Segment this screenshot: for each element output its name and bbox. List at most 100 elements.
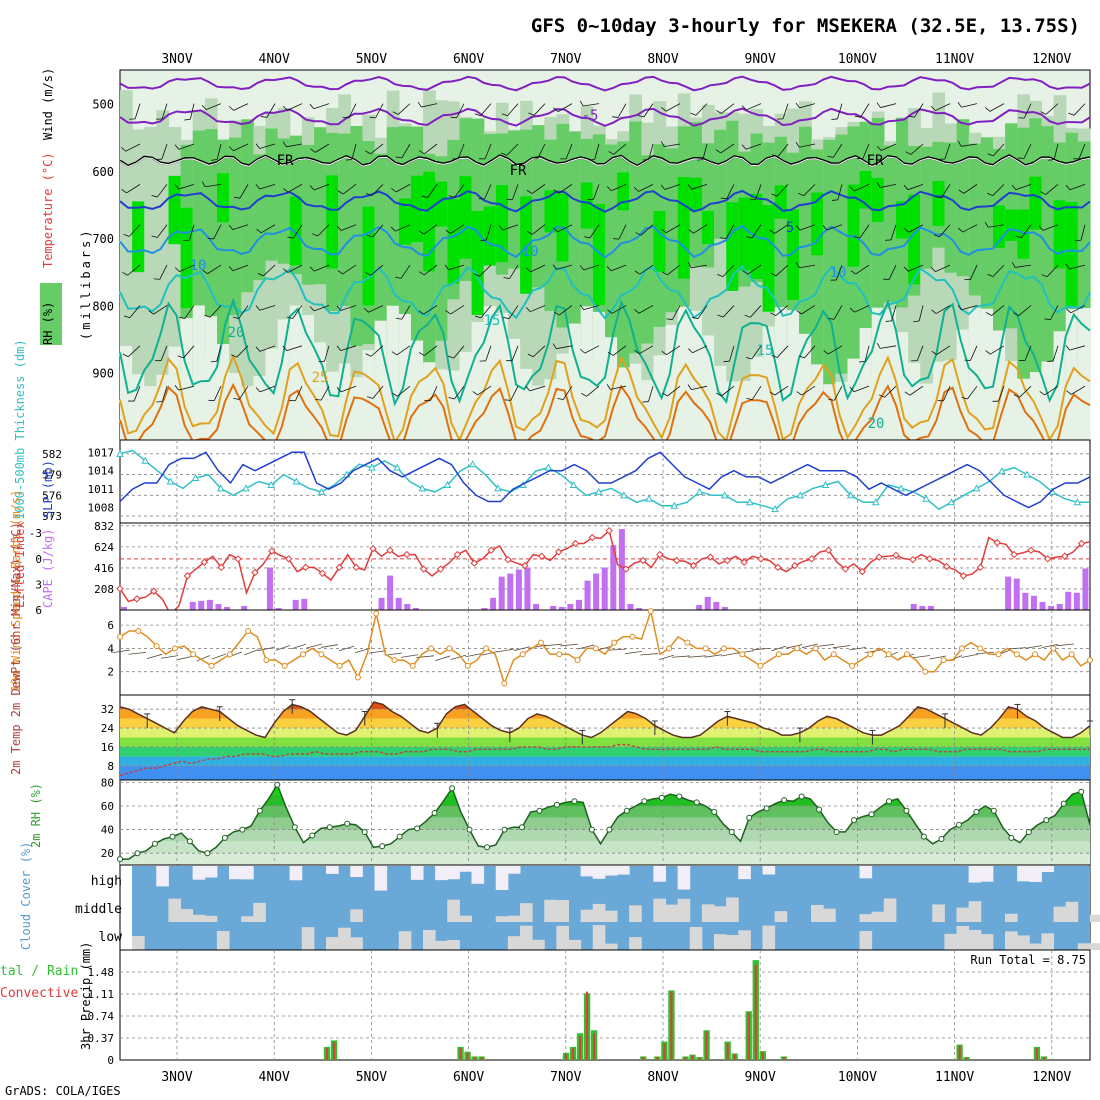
surface-wind-barb xyxy=(865,649,883,654)
wind-barb-flag xyxy=(742,270,749,275)
wind-barb-flag xyxy=(662,392,668,397)
cloud-cell xyxy=(507,915,521,922)
rh-point xyxy=(693,799,700,806)
date-labels-top: 3NOV 4NOV 5NOV 6NOV 7NOV 8NOV 9NOV 10NOV 11NOV 12… xyxy=(161,52,1071,67)
lifted-point xyxy=(740,558,748,566)
date-labels-bottom: 3NOV 4NOV 5NOV 6NOV 7NOV 8NOV 9NOV 10NOV 11NOV 12… xyxy=(161,1070,1071,1085)
cloud-cell xyxy=(726,897,739,922)
pressure-tick-label: 900 xyxy=(92,367,114,381)
wind-barb xyxy=(371,184,384,197)
rh-cell xyxy=(980,308,994,440)
cape-bar xyxy=(524,567,531,610)
wind-barb-flag xyxy=(287,236,294,239)
rh-point xyxy=(221,834,228,841)
wind-barb-flag xyxy=(153,278,160,280)
wind-barb xyxy=(1053,143,1059,160)
wind-barb xyxy=(266,103,276,118)
wind-barb xyxy=(935,305,951,314)
isotherm-label: FR xyxy=(277,153,294,169)
wind-barb-flag xyxy=(634,349,640,355)
cape-bar xyxy=(404,603,411,610)
lifted-point xyxy=(723,556,732,565)
rh-cell xyxy=(944,142,958,273)
wind-barb-flag xyxy=(612,116,619,118)
wind-barb-flag xyxy=(661,350,667,355)
wind-barb xyxy=(610,264,627,272)
rh-cell xyxy=(750,357,764,440)
wind-barb xyxy=(259,385,276,393)
isotherm-15 xyxy=(119,265,1091,320)
rh-cell xyxy=(653,355,667,440)
wind-barb-flag xyxy=(207,237,214,240)
lifted-point xyxy=(538,552,546,560)
wind-barb xyxy=(725,224,735,239)
rh-cell xyxy=(835,134,849,374)
rh-cell xyxy=(350,377,364,440)
wind-barb-flag xyxy=(716,392,722,397)
wind-barb xyxy=(125,143,141,152)
cape-bar xyxy=(558,606,565,610)
wind-barb-flag xyxy=(256,228,262,234)
wind-barb xyxy=(583,264,600,271)
wind-barb xyxy=(936,345,951,355)
cloud-cell xyxy=(544,899,557,922)
wind-barb-flag xyxy=(525,267,531,273)
wind-barb xyxy=(484,143,492,160)
surface-wind-barb xyxy=(146,653,163,660)
wind-barb xyxy=(1078,143,1086,159)
wind-barb-flag xyxy=(904,228,910,233)
wind-barb xyxy=(755,184,762,200)
cloud-cell xyxy=(677,898,691,922)
rh-cell xyxy=(944,360,958,440)
wind-barb xyxy=(665,224,681,234)
wind-barb-flag xyxy=(282,105,288,111)
wind-tick: 6 xyxy=(107,619,114,632)
thickness-point xyxy=(695,487,704,495)
date-label-top: 10NOV xyxy=(838,52,877,67)
thickness-point xyxy=(821,480,830,488)
rh-cell xyxy=(156,374,170,440)
wind-barb-flag xyxy=(174,385,179,391)
wind-barb xyxy=(207,264,222,275)
rh-cell xyxy=(799,333,812,440)
thickness-point xyxy=(947,498,956,506)
rh-point xyxy=(851,817,858,824)
lifted-point xyxy=(470,559,478,567)
wind-barb-flag xyxy=(854,236,861,239)
upper-air-ylabel-mb: (millibars) xyxy=(79,228,93,340)
cloud-cell xyxy=(447,939,460,950)
surface-wind-barb xyxy=(544,643,563,647)
wind-barb xyxy=(751,224,762,239)
date-label-top: 4NOV xyxy=(259,52,290,67)
wind-barb xyxy=(880,345,897,349)
rh-point xyxy=(204,850,211,857)
wind-barb-flag xyxy=(448,195,455,198)
wind-barb-flag xyxy=(796,310,802,315)
wind-barb-flag xyxy=(661,107,667,112)
wind-barb xyxy=(375,103,384,119)
temp-tick: 24 xyxy=(101,722,115,735)
wind-barb xyxy=(702,143,708,160)
lifted-point xyxy=(1044,555,1052,563)
wind10-point xyxy=(135,627,142,634)
cloud-cell xyxy=(859,931,873,950)
wind-barb xyxy=(1023,143,1032,159)
surface-wind-barb xyxy=(321,644,339,648)
wind-barb-flag xyxy=(687,262,692,269)
wind-barb-flag xyxy=(878,394,885,398)
wind-barb-flag xyxy=(201,181,206,187)
rh-cell xyxy=(289,196,303,266)
wind-barb xyxy=(881,143,897,151)
rh-point xyxy=(379,843,386,850)
cape-bar xyxy=(550,605,557,610)
cloud-cell xyxy=(617,866,630,875)
wind-barb xyxy=(127,264,141,276)
rh-cell xyxy=(823,384,836,440)
date-label-top: 7NOV xyxy=(550,52,581,67)
wind-barb xyxy=(512,184,519,200)
cloud-cell xyxy=(132,936,145,950)
rh-cell xyxy=(883,309,897,440)
wind-barb-flag xyxy=(228,224,234,230)
cloud-cell xyxy=(350,937,363,950)
wind-barb-flag xyxy=(233,397,240,400)
